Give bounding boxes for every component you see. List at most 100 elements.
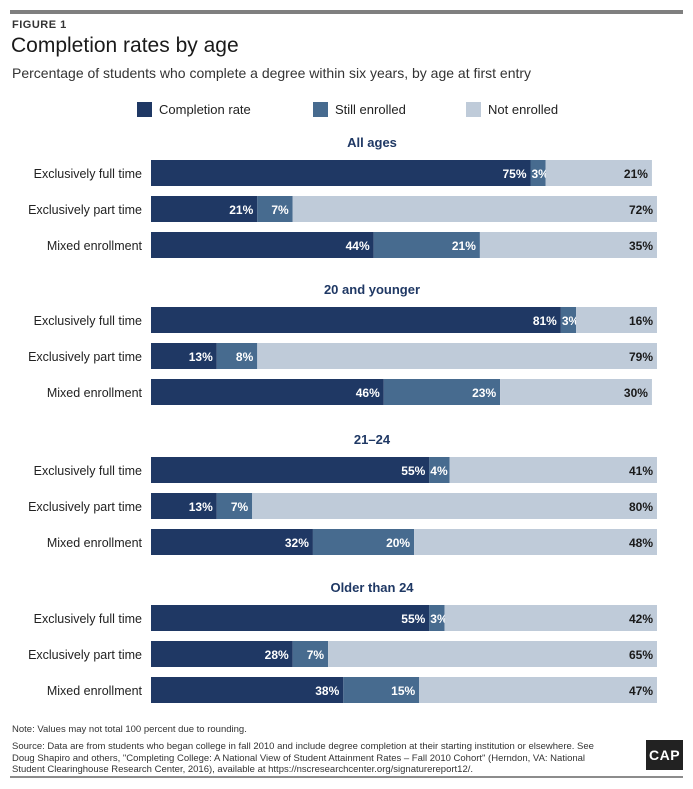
legend-swatch-not-enrolled	[466, 101, 481, 117]
figure-label: FIGURE 1	[12, 19, 67, 31]
data-label-not-enrolled: 21%	[624, 167, 648, 181]
data-label-completion: 13%	[189, 350, 213, 364]
group-heading: 20 and younger	[324, 282, 420, 297]
data-label-still-enrolled: 8%	[236, 350, 254, 364]
data-label-not-enrolled: 72%	[629, 203, 653, 217]
data-label-completion: 55%	[401, 612, 425, 626]
bar-segment-not-enrolled	[252, 493, 657, 519]
data-label-not-enrolled: 79%	[629, 350, 653, 364]
row-label: Exclusively part time	[28, 350, 142, 364]
data-label-not-enrolled: 80%	[629, 500, 653, 514]
bar-segment-completion	[151, 307, 561, 333]
data-label-not-enrolled: 30%	[624, 386, 648, 400]
data-label-completion: 32%	[285, 536, 309, 550]
data-label-still-enrolled: 3%	[532, 167, 550, 181]
bar-segment-not-enrolled	[444, 605, 657, 631]
data-label-completion: 13%	[189, 500, 213, 514]
chart-subtitle: Percentage of students who complete a de…	[12, 65, 532, 81]
data-label-completion: 55%	[401, 464, 425, 478]
data-label-completion: 21%	[229, 203, 253, 217]
data-label-completion: 46%	[356, 386, 380, 400]
legend-label-not-enrolled: Not enrolled	[488, 101, 559, 117]
row-label: Exclusively part time	[28, 203, 142, 217]
data-label-not-enrolled: 41%	[629, 464, 653, 478]
bar-segment-not-enrolled	[419, 677, 657, 703]
bar-segment-not-enrolled	[414, 529, 657, 555]
row-label: Mixed enrollment	[47, 684, 143, 698]
row-label: Exclusively part time	[28, 500, 142, 514]
group-heading: Older than 24	[330, 580, 414, 595]
group-heading: 21–24	[354, 432, 391, 447]
legend-item-not-enrolled: Not enrolled	[466, 101, 558, 117]
bar-segment-still-enrolled	[429, 605, 445, 631]
row-label: Exclusively full time	[34, 464, 142, 478]
legend-item-completion: Completion rate	[137, 101, 251, 117]
bar-segment-still-enrolled	[312, 529, 415, 555]
data-label-not-enrolled: 42%	[629, 612, 653, 626]
chart-source: Source: Data are from students who began…	[12, 741, 594, 775]
bar-segment-still-enrolled	[257, 196, 293, 222]
data-label-completion: 75%	[502, 167, 526, 181]
data-label-not-enrolled: 35%	[629, 239, 653, 253]
cap-logo: CAP	[646, 740, 683, 770]
data-label-still-enrolled: 23%	[472, 386, 496, 400]
bar-segment-completion	[151, 641, 293, 667]
data-label-not-enrolled: 47%	[629, 684, 653, 698]
legend-swatch-completion	[137, 101, 152, 117]
bar-segment-completion	[151, 605, 430, 631]
bar-segment-still-enrolled	[216, 343, 258, 369]
bar-segment-completion	[151, 160, 531, 186]
bar-segment-still-enrolled	[292, 641, 329, 667]
row-label: Exclusively part time	[28, 648, 142, 662]
bottom-rule	[10, 776, 683, 778]
bar-segment-completion	[151, 529, 313, 555]
bar-segment-completion	[151, 196, 258, 222]
row-label: Mixed enrollment	[47, 536, 143, 550]
bar-segment-completion	[151, 343, 217, 369]
bar-segment-completion	[151, 457, 430, 483]
data-label-completion: 38%	[315, 684, 339, 698]
bar-segment-still-enrolled	[383, 379, 501, 405]
bar-segment-completion	[151, 493, 217, 519]
chart-note: Note: Values may not total 100 percent d…	[12, 724, 247, 735]
data-label-still-enrolled: 3%	[562, 314, 580, 328]
bar-segment-completion	[151, 379, 384, 405]
legend-item-still-enrolled: Still enrolled	[313, 101, 406, 117]
bar-segment-not-enrolled	[292, 196, 657, 222]
row-label: Mixed enrollment	[47, 386, 143, 400]
bar-segment-not-enrolled	[257, 343, 657, 369]
data-label-still-enrolled: 7%	[231, 500, 249, 514]
data-label-not-enrolled: 65%	[629, 648, 653, 662]
data-label-completion: 28%	[265, 648, 289, 662]
bar-segment-not-enrolled	[449, 457, 657, 483]
chart-title: Completion rates by age	[11, 34, 239, 57]
bar-segment-not-enrolled	[328, 641, 657, 667]
data-label-still-enrolled: 21%	[452, 239, 476, 253]
row-label: Exclusively full time	[34, 314, 142, 328]
bar-segment-still-enrolled	[216, 493, 253, 519]
data-label-completion: 81%	[533, 314, 557, 328]
row-label: Mixed enrollment	[47, 239, 143, 253]
bar-segment-still-enrolled	[429, 457, 450, 483]
data-label-not-enrolled: 16%	[629, 314, 653, 328]
legend-label-still-enrolled: Still enrolled	[335, 101, 406, 117]
data-label-still-enrolled: 4%	[430, 464, 448, 478]
bar-segment-completion	[151, 232, 374, 258]
data-label-still-enrolled: 7%	[271, 203, 289, 217]
bar-segment-still-enrolled	[560, 307, 577, 333]
bar-segment-not-enrolled	[479, 232, 657, 258]
legend-label-completion: Completion rate	[159, 101, 251, 117]
group-heading: All ages	[347, 135, 397, 150]
bar-segment-not-enrolled	[500, 379, 652, 405]
data-label-still-enrolled: 7%	[307, 648, 325, 662]
bar-segment-still-enrolled	[343, 677, 420, 703]
data-label-completion: 44%	[346, 239, 370, 253]
bar-segment-still-enrolled	[530, 160, 546, 186]
bar-segment-still-enrolled	[373, 232, 480, 258]
legend-swatch-still-enrolled	[313, 101, 328, 117]
bar-segment-not-enrolled	[545, 160, 652, 186]
row-label: Exclusively full time	[34, 612, 142, 626]
data-label-still-enrolled: 15%	[391, 684, 415, 698]
bar-segment-completion	[151, 677, 344, 703]
